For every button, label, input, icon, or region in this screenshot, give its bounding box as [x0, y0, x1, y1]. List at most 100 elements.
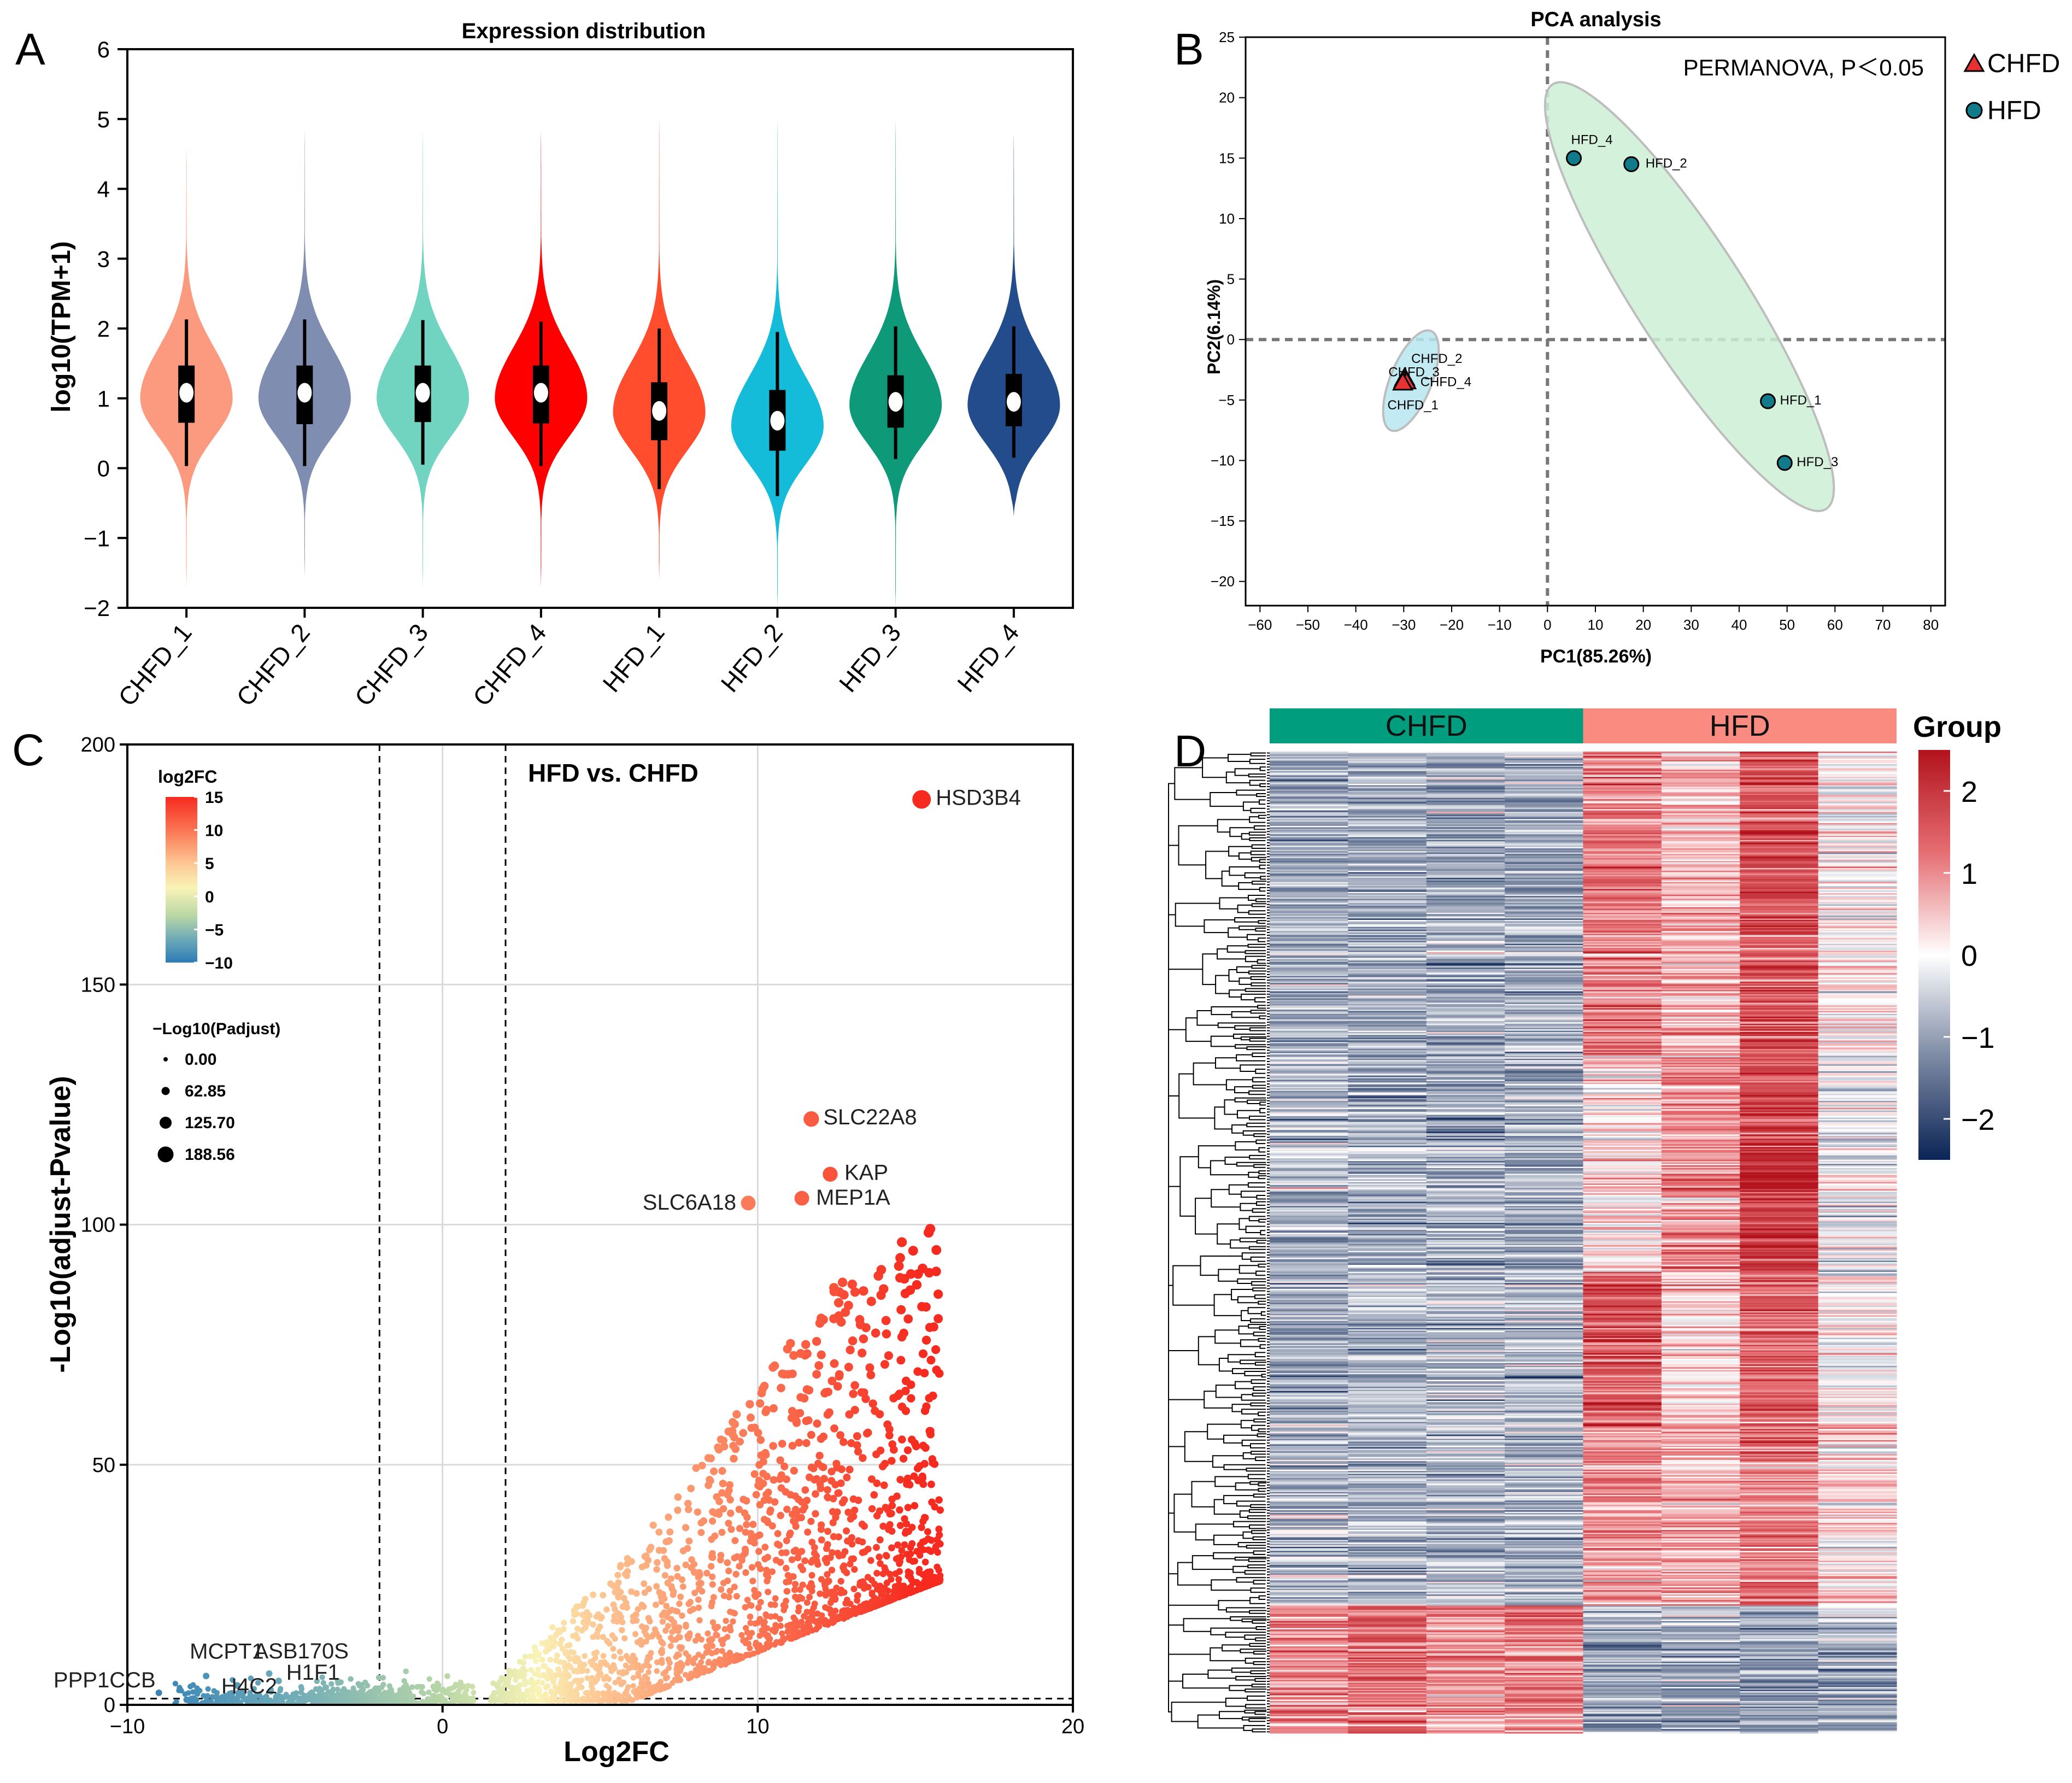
panel-c-point [653, 1602, 659, 1608]
panel-c-point [600, 1690, 606, 1696]
panel-c-point [901, 1515, 908, 1523]
panel-c-point [908, 1540, 916, 1547]
panel-b-x-tick-label: 50 [1779, 617, 1795, 633]
panel-c-point [555, 1666, 561, 1673]
panel-c-point [928, 1480, 935, 1488]
panel-c-point [817, 1350, 826, 1359]
panel-c-point [850, 1506, 859, 1514]
panel-c-point [584, 1609, 590, 1616]
panel-c-point [688, 1556, 695, 1563]
panel-c-point [931, 1345, 941, 1354]
panel-c-point [341, 1686, 347, 1692]
panel-c-point [444, 1673, 450, 1679]
panel-c-point [752, 1491, 760, 1499]
panel-c-point [760, 1516, 768, 1523]
panel-c-point [724, 1577, 731, 1585]
panel-c-point [649, 1521, 657, 1529]
panel-c-point [648, 1650, 654, 1656]
panel-c-points [172, 1224, 944, 1705]
panel-c-point [743, 1521, 750, 1528]
panel-c-point [665, 1514, 672, 1521]
panel-c-point [925, 1224, 936, 1234]
panel-c-point [882, 1552, 890, 1559]
panel-d-heatmap: D CHFD HFD Group 210−1−2 [1168, 708, 2001, 1734]
panel-c-point [677, 1634, 683, 1640]
panel-c-point [927, 1568, 934, 1575]
panel-c-point [855, 1537, 862, 1545]
panel-c-point [659, 1657, 665, 1663]
panel-b-point-label: CHFD_2 [1411, 351, 1462, 366]
panel-c-point [731, 1537, 739, 1544]
panel-b-x-tick-label: 60 [1827, 617, 1843, 633]
panel-c-point [661, 1609, 667, 1616]
panel-b-x-tick-label: 80 [1923, 617, 1939, 633]
panel-c-point [718, 1467, 726, 1475]
panel-c-point [666, 1528, 674, 1536]
panel-c-point [548, 1688, 554, 1694]
panel-c-point [401, 1678, 407, 1684]
panel-c-point [717, 1435, 725, 1444]
panel-b-x-tick-label: 40 [1731, 617, 1747, 633]
panel-c-point [609, 1632, 616, 1639]
panel-d-group-label: CHFD [1386, 709, 1468, 742]
panel-c-point [278, 1686, 284, 1692]
panel-c-point [903, 1446, 912, 1454]
panel-c-point [747, 1613, 754, 1620]
panel-c-size-legend-dot [161, 1087, 170, 1095]
panel-a-x-tick-label: CHFD_1 [113, 618, 197, 711]
panel-b-point-HFD_4 [1566, 150, 1582, 166]
panel-c-point [559, 1637, 565, 1643]
panel-b-title: PCA analysis [1530, 8, 1661, 31]
panel-c-point [788, 1369, 797, 1379]
panel-c-point [779, 1630, 785, 1637]
panel-a-y-tick-label: 4 [97, 177, 110, 202]
panel-c-point [595, 1611, 602, 1618]
panel-c-point [847, 1439, 855, 1447]
panel-c-point [706, 1476, 714, 1483]
panel-c-point [765, 1588, 772, 1596]
panel-c-point [797, 1514, 805, 1522]
panel-c-point [559, 1678, 565, 1684]
panel-c-colorbar-tick-label: 0 [205, 888, 214, 906]
panel-b-x-tick-label: −20 [1440, 617, 1464, 633]
panel-c-point [786, 1339, 795, 1348]
panel-c-point [786, 1529, 794, 1537]
panel-c-point [679, 1612, 685, 1619]
panel-c-point [375, 1674, 382, 1681]
panel-c-point [926, 1356, 936, 1365]
panel-c-point [714, 1623, 721, 1630]
panel-c-point [420, 1699, 426, 1705]
panel-c-point [792, 1581, 799, 1588]
panel-c-point [894, 1261, 904, 1271]
panel-c-point [628, 1588, 635, 1595]
panel-c-point [828, 1567, 836, 1574]
panel-c-point [824, 1387, 832, 1397]
panel-c-point [709, 1619, 717, 1626]
panel-c-point [855, 1315, 865, 1324]
panel-c-point [732, 1570, 739, 1578]
panel-c-point [665, 1537, 673, 1545]
panel-c-point [718, 1489, 726, 1497]
panel-c-point [685, 1537, 693, 1545]
panel-c-point [814, 1361, 824, 1370]
panel-b-point-label: HFD_1 [1780, 393, 1822, 408]
panel-c-point [201, 1693, 207, 1699]
panel-a-y-tick-label: 1 [97, 386, 110, 412]
panel-c-point [897, 1237, 907, 1247]
panel-c-point [850, 1381, 859, 1390]
panel-c-point [898, 1435, 906, 1444]
panel-a-y-tick-label: 5 [97, 107, 110, 132]
panel-c-point [876, 1265, 887, 1275]
panel-c-point [677, 1593, 684, 1600]
panel-c-point [706, 1658, 712, 1665]
panel-c-point [661, 1555, 668, 1562]
panel-c-point [762, 1611, 769, 1618]
panel-c-point [573, 1632, 579, 1638]
panel-c-point [173, 1699, 179, 1705]
panel-c-point [746, 1414, 755, 1422]
panel-c-point [783, 1549, 790, 1556]
panel-c-point [610, 1601, 617, 1608]
panel-b-y-tick-label: 10 [1219, 210, 1235, 227]
panel-c-point [274, 1692, 280, 1698]
panel-c-point [709, 1550, 716, 1557]
